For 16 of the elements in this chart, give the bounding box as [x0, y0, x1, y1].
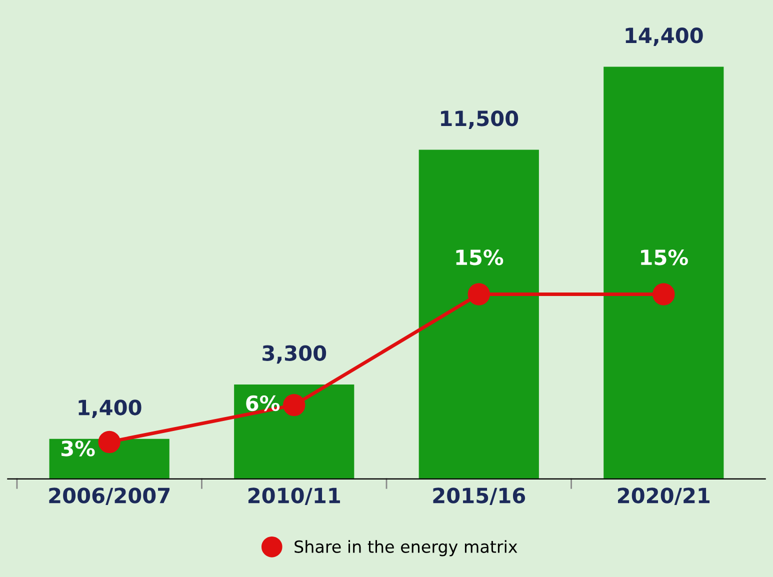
bar: [234, 384, 354, 479]
bar: [418, 150, 539, 479]
x-tick-label: 2006/2007: [49, 488, 170, 506]
data-label: 6%: [246, 395, 280, 412]
bar: [604, 66, 724, 479]
x-tick-label: 2010/11: [248, 488, 340, 506]
data-label: 11,500: [441, 110, 518, 129]
data-label: 3,300: [262, 345, 326, 364]
legend-label: Share in the energy matrix: [294, 540, 518, 556]
data-label: 1,400: [78, 400, 142, 418]
data-label: 14,400: [626, 28, 703, 46]
x-tick-label: 2020/21: [618, 488, 710, 506]
data-label: 3%: [61, 440, 95, 456]
data-label: 15%: [456, 249, 504, 266]
x-tick-label: 2015/16: [433, 488, 526, 506]
data-label: 15%: [641, 249, 688, 266]
